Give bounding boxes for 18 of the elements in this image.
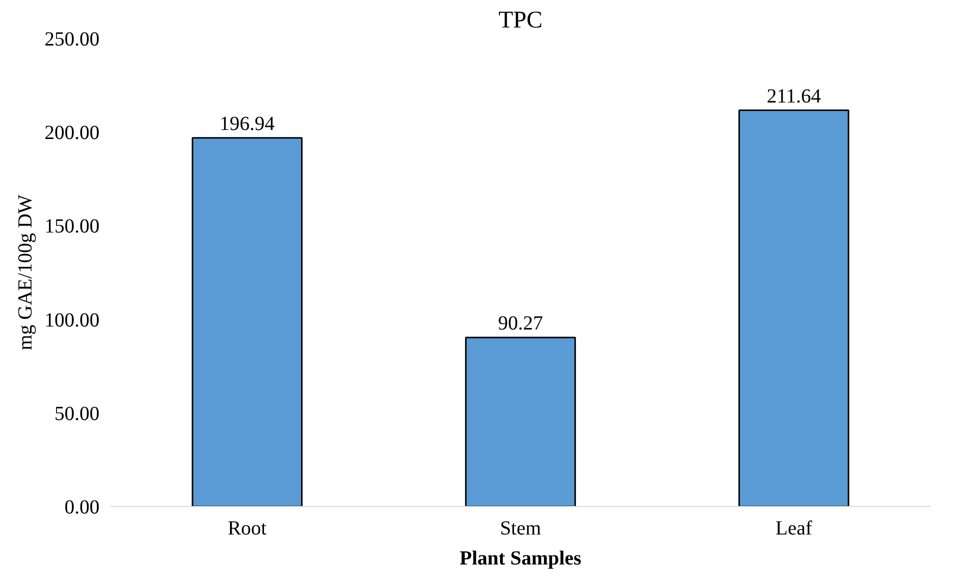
data-label: 196.94 [220,112,275,135]
data-label: 90.27 [498,312,543,335]
x-tick-label: Leaf [776,518,812,540]
y-tick-label: 200.00 [44,122,100,144]
y-tick-label: 250.00 [44,28,100,50]
y-tick-label: 100.00 [44,309,100,332]
y-tick-label: 50.00 [54,402,100,425]
bar [465,336,576,506]
data-label: 211.64 [766,85,821,108]
y-tick-label: 150.00 [44,216,100,238]
y-axis-title: mg GAE/100g DW [14,194,36,350]
x-axis-title: Plant Samples [460,548,582,570]
x-tick-label: Root [228,518,268,540]
bar [192,137,303,506]
bar [738,110,850,506]
x-tick-label: Stem [500,518,542,540]
chart-title: TPC [498,8,543,34]
y-tick-label: 0.00 [64,496,100,518]
